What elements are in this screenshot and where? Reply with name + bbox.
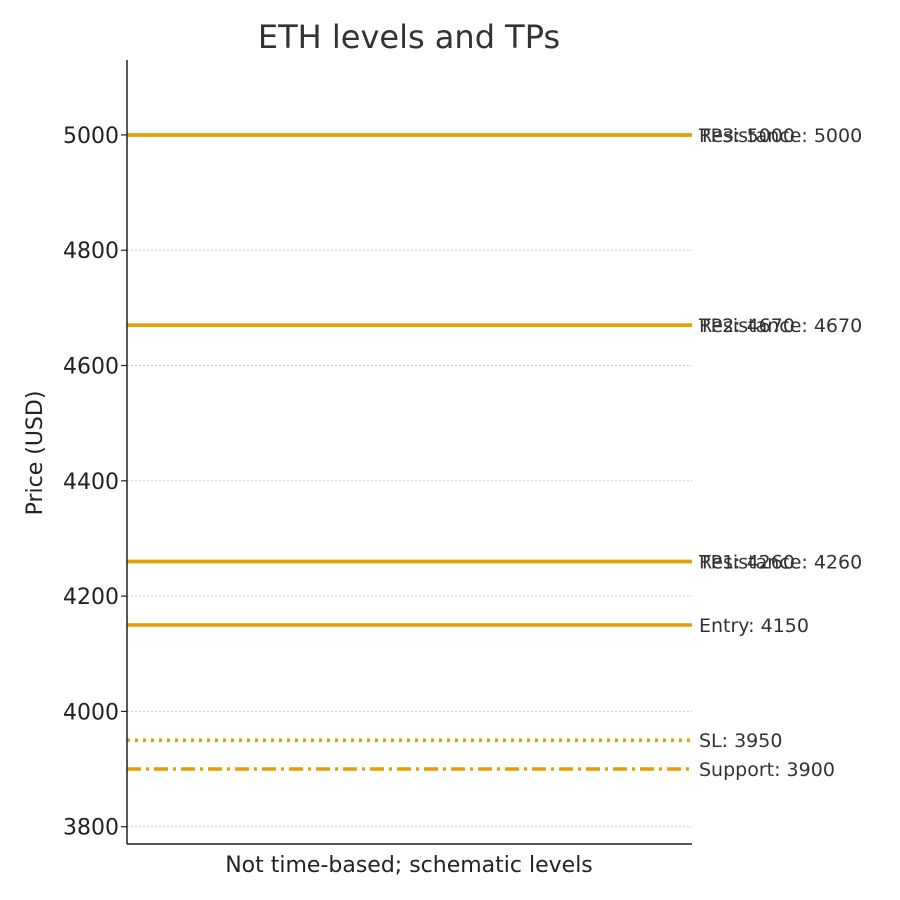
y-tick-label-4400: 4400 [63,470,119,495]
level-label-tp1: TP1: 4260 [698,552,795,574]
y-axis-ticks: 3800 4000 4200 4400 4600 4800 5000 [63,124,127,841]
y-tick-label-4000: 4000 [63,700,119,725]
level-label-resistance-5000: Resistance: 5000 [699,125,862,147]
level-lines [127,133,692,771]
level-label-resistance-4670: Resistance: 4670 [699,315,862,337]
x-axis-label: Not time-based; schematic levels [225,853,593,878]
y-tick-label-5000: 5000 [63,124,119,149]
chart-title: ETH levels and TPs [258,18,560,56]
level-label-tp2: TP2: 4670 [698,315,795,337]
level-label-entry: Entry: 4150 [699,615,809,637]
level-label-tp3: TP3: 5000 [698,125,795,147]
y-tick-label-3800: 3800 [63,816,119,841]
grid [127,134,692,828]
y-tick-label-4600: 4600 [63,355,119,380]
level-label-support: Support: 3900 [699,759,835,781]
y-tick-label-4800: 4800 [63,239,119,264]
level-label-sl: SL: 3950 [699,730,782,752]
y-axis-label: Price (USD) [23,391,48,516]
y-tick-label-4200: 4200 [63,585,119,610]
level-label-resistance-4260: Resistance: 4260 [699,552,862,574]
